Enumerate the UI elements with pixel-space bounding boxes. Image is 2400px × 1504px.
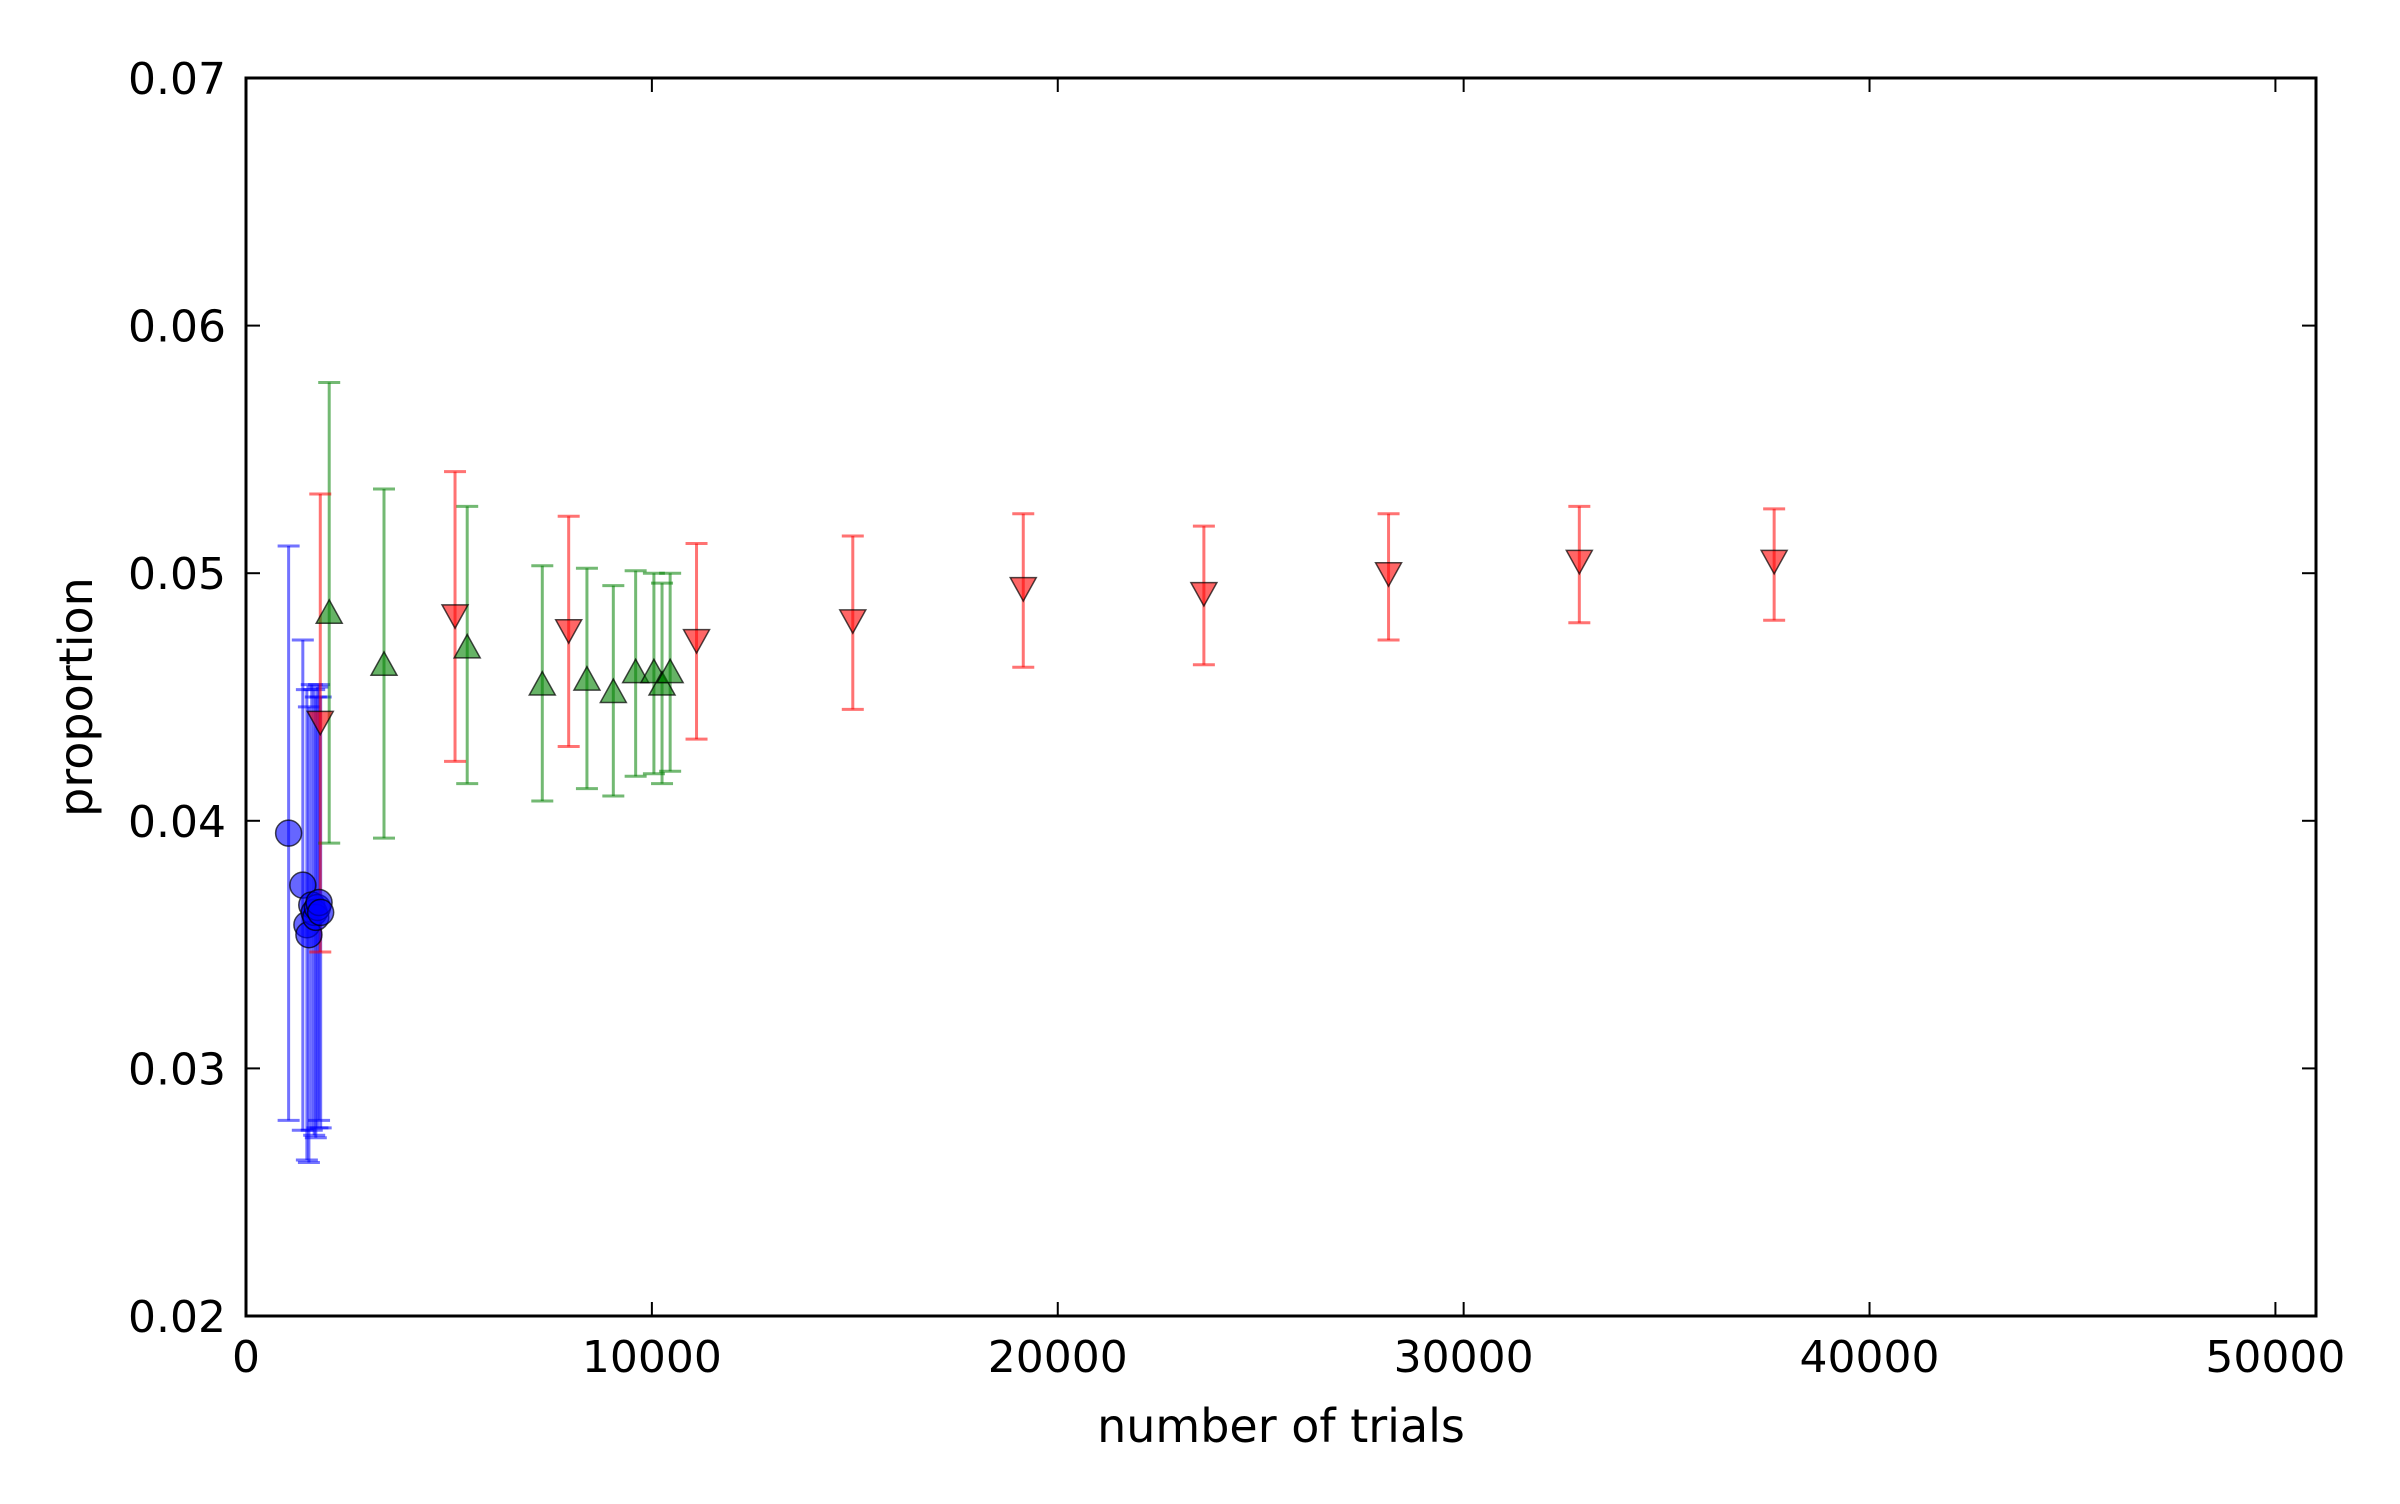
data-point	[528, 670, 557, 696]
x-tick-label: 30000	[1394, 1332, 1534, 1383]
plot-frame	[244, 76, 2318, 1318]
data-point	[1565, 549, 1594, 576]
data-point	[1008, 576, 1038, 603]
series-triangle-down	[309, 470, 1786, 954]
plot-content	[274, 381, 1789, 1164]
markers-circle	[274, 819, 335, 949]
data-point	[1189, 581, 1219, 608]
data-point	[655, 657, 685, 684]
data-point	[1759, 549, 1789, 576]
y-tick-label: 0.02	[128, 1292, 226, 1343]
data-point	[440, 604, 470, 630]
data-point	[554, 618, 583, 645]
ticks: 0 10000 20000 30000 40000 50000 0.02 0.03 0.04 0.…	[128, 54, 2345, 1383]
x-axis-label: number of trials	[1097, 1399, 1465, 1453]
data-point	[682, 628, 711, 655]
x-tick-label: 0	[232, 1332, 260, 1383]
series-triangle-up	[318, 381, 682, 845]
y-tick-label: 0.06	[128, 302, 226, 353]
y-axis-label: proportion	[49, 577, 103, 817]
y-tick-label: 0.04	[128, 797, 226, 848]
data-point	[369, 650, 399, 676]
data-point	[572, 665, 602, 691]
data-point	[306, 898, 335, 927]
data-point	[274, 819, 303, 847]
x-tick-label: 10000	[582, 1332, 722, 1383]
data-point	[314, 598, 344, 624]
x-tick-label: 40000	[1800, 1332, 1940, 1383]
data-point	[621, 657, 650, 684]
x-tick-label: 20000	[988, 1332, 1128, 1383]
y-tick-label: 0.03	[128, 1044, 226, 1095]
data-point	[599, 677, 628, 704]
series-circle	[277, 544, 332, 1164]
markers-triangle-down	[306, 549, 1789, 737]
y-tick-label: 0.07	[128, 54, 226, 105]
y-tick-label: 0.05	[128, 549, 226, 600]
x-tick-label: 50000	[2205, 1332, 2345, 1383]
data-point	[1374, 562, 1403, 588]
markers-triangle-up	[314, 598, 685, 704]
data-point	[306, 710, 335, 737]
data-point	[838, 609, 868, 635]
data-point	[452, 632, 482, 659]
